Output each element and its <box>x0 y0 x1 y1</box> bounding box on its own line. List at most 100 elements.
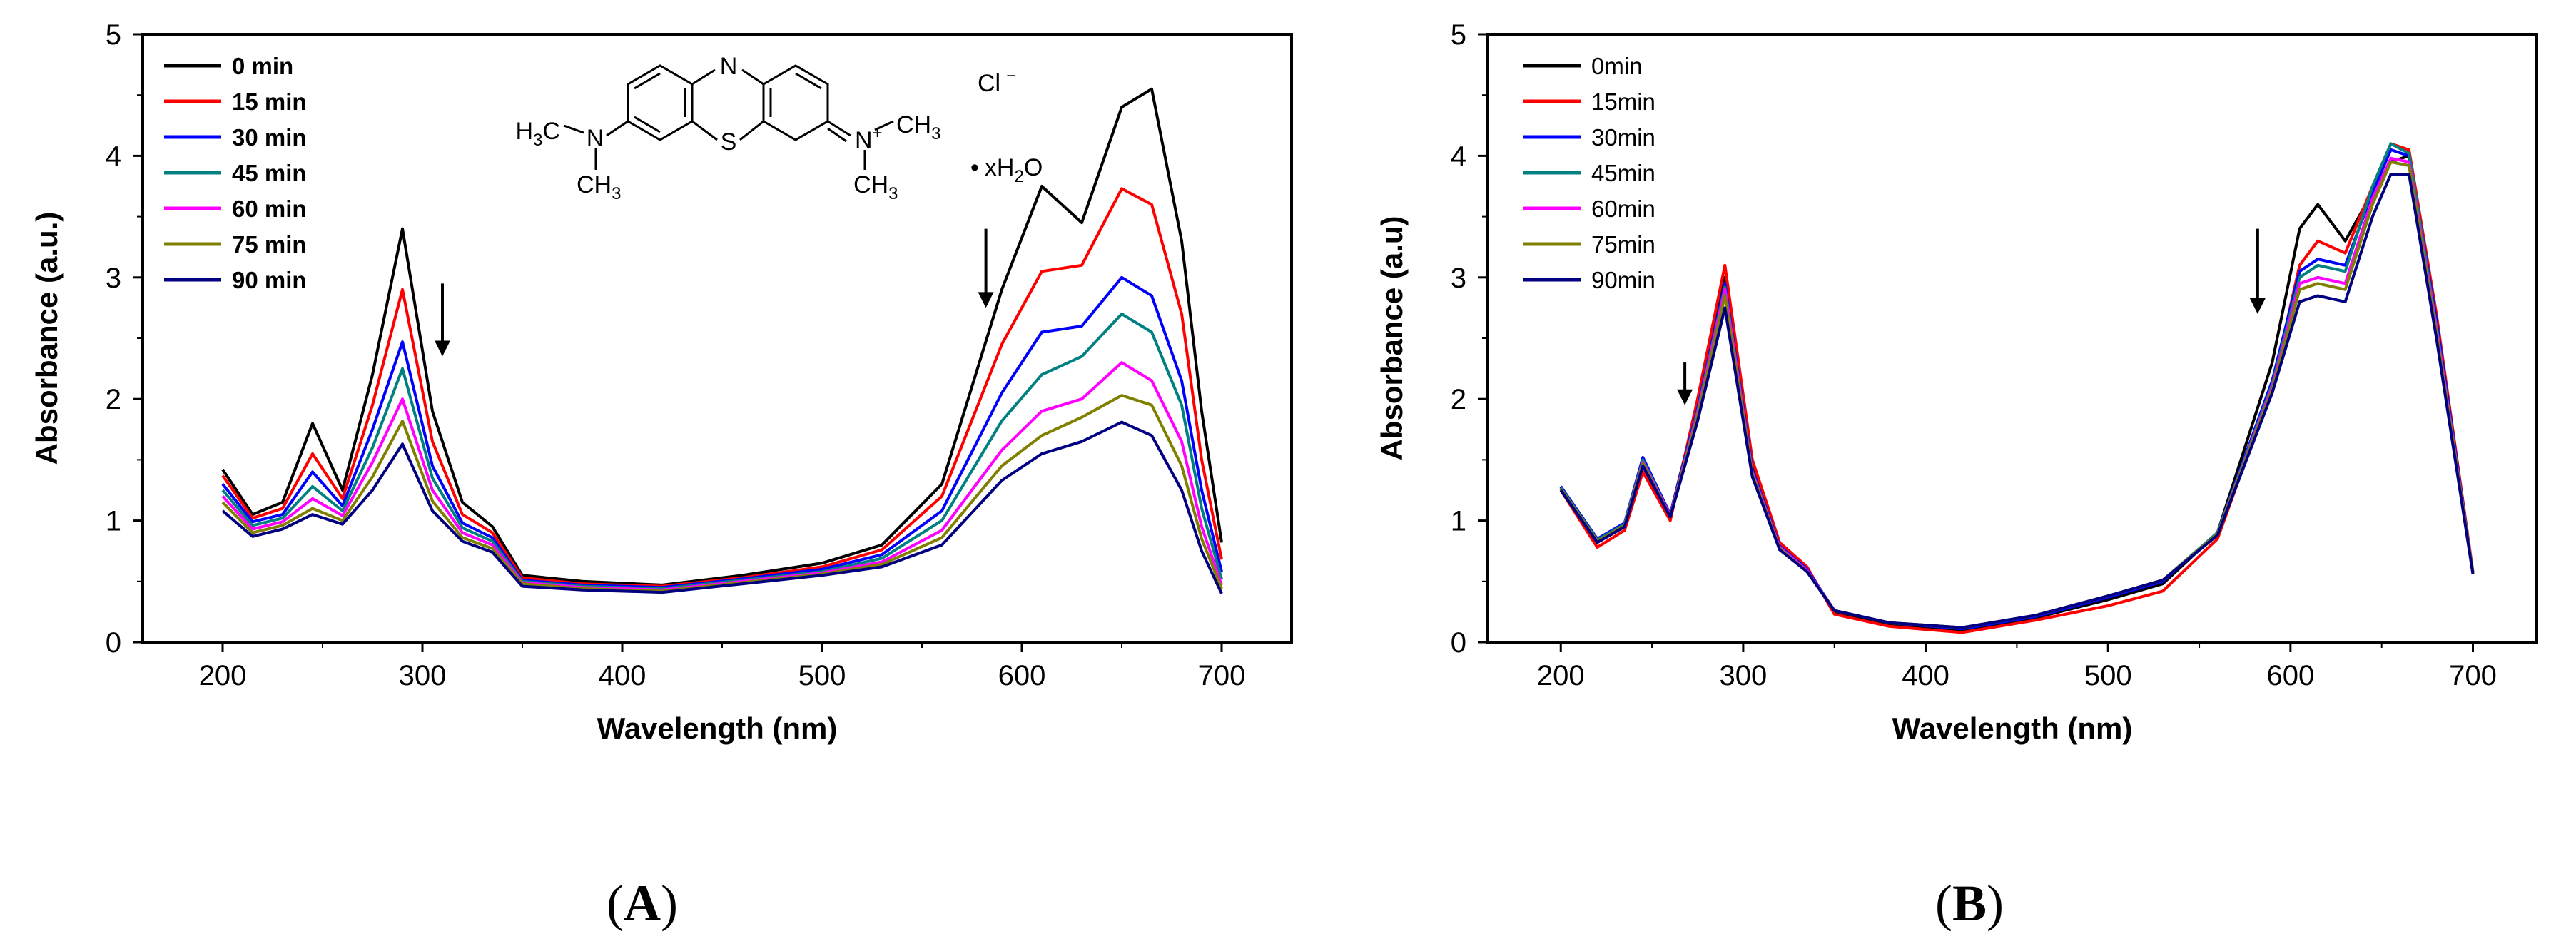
panel-a-y-tick-label: 5 <box>106 19 121 51</box>
panel-b-series-line-3 <box>1559 142 2475 629</box>
panel-b-y-tick-label: 5 <box>1451 19 1466 51</box>
panel-b-y-tick-label: 2 <box>1451 384 1466 415</box>
panel-a-y-tick-label: 4 <box>106 141 121 172</box>
molecule-right-ch-top: CH <box>896 111 931 138</box>
panel-b-legend-label-5: 75min <box>1591 231 1655 258</box>
panel-b-legend-label-0: 0min <box>1591 53 1643 79</box>
panel-a-plot-frame <box>141 33 1293 644</box>
panel-b-legend-label-4: 60min <box>1591 196 1655 222</box>
molecule-ring-n: N <box>720 53 738 80</box>
panel-b-x-tick-label: 600 <box>2266 660 2314 691</box>
molecule-hydrate-dot: • <box>970 154 979 181</box>
panel-a-series-line-6 <box>221 420 1223 594</box>
molecule-right-ch3-top: CH3 <box>896 111 940 143</box>
panel-a-legend-label-6: 90 min <box>232 267 307 293</box>
panel-a-x-tick-label: 200 <box>199 660 247 691</box>
panel-a-x-axis-title: Wavelength (nm) <box>597 711 838 745</box>
panel-b-arrow-head-1 <box>2249 298 2266 314</box>
panel-label-a-open: ( <box>607 875 624 932</box>
panel-b-y-axis-title: Absorbance (a.u) <box>1375 215 1409 460</box>
molecule-hydrate-sub: 2 <box>1014 167 1023 186</box>
methylene-blue-structure <box>563 64 894 170</box>
panel-a-series-line-5 <box>221 394 1223 593</box>
left-methyl-bond <box>563 124 584 134</box>
panel-a-y-tick-label: 1 <box>106 506 121 537</box>
molecule-ring-s: S <box>721 128 737 156</box>
molecule-left-c: C <box>542 118 560 145</box>
panel-b-series-line-6 <box>1559 173 2475 629</box>
molecule-left-ch3: CH3 <box>577 171 621 203</box>
panel-a-legend-label-4: 60 min <box>232 196 307 222</box>
right-iminium-bond <box>827 127 847 143</box>
molecule-cl: Cl <box>978 70 1000 97</box>
central-ring-bond <box>691 68 716 86</box>
panel-a-legend-label-2: 30 min <box>232 124 307 151</box>
panel-a-x-tick-label: 300 <box>399 660 447 691</box>
molecule-right-plus: + <box>873 123 883 143</box>
molecule-right-ch3-bottom: CH3 <box>853 171 898 203</box>
molecule-counterion: Cl − <box>978 66 1016 97</box>
central-ring-bond <box>741 68 764 86</box>
molecule-right-ch-bot-sub: 3 <box>888 184 898 203</box>
panel-a-y-tick-label: 2 <box>106 384 121 415</box>
panel-label-b-letter: B <box>1952 875 1987 932</box>
panel-b-x-tick-label: 400 <box>1902 660 1949 691</box>
panel-a-y-tick-label: 0 <box>106 627 121 659</box>
panel-b-y-tick-label: 1 <box>1451 506 1466 537</box>
right-methyl-bond <box>874 120 894 131</box>
panel-b-series-line-1 <box>1559 142 2475 634</box>
panel-b-y-tick-label: 3 <box>1451 263 1466 294</box>
panel-label-b-open: ( <box>1935 875 1952 932</box>
panel-a-x-tick-label: 600 <box>998 660 1046 691</box>
panel-a-legend-label-0: 0 min <box>232 53 293 79</box>
panel-label-a: (A) <box>607 875 678 932</box>
left-amine-bond <box>606 120 629 137</box>
panel-a-x-tick-label: 500 <box>798 660 846 691</box>
central-ring-bond <box>739 120 764 141</box>
molecule-bottom-sub: 3 <box>612 184 621 203</box>
panel-a-legend-label-3: 45 min <box>232 160 307 186</box>
panel-b-x-tick-label: 300 <box>1720 660 1768 691</box>
panel-label-a-letter: A <box>624 875 661 932</box>
central-ring-bond <box>691 120 718 141</box>
right-ring-double-bond <box>795 72 822 90</box>
molecule-left-h-sub: 3 <box>533 131 542 150</box>
molecule-left-h: H <box>516 118 534 145</box>
panel-label-b: (B) <box>1935 875 2004 932</box>
panel-a-series-line-1 <box>221 187 1223 588</box>
molecule-hydrate: • xH2O <box>970 154 1043 186</box>
panel-a-series-line-0 <box>221 87 1223 587</box>
right-iminium-bond <box>827 120 851 137</box>
right-ring <box>762 64 829 141</box>
molecule-hydrate-o: O <box>1024 154 1043 181</box>
molecule-bottom-ch: CH <box>577 171 612 198</box>
molecule-left-n: N <box>587 125 604 152</box>
left-ring-double-bond <box>634 116 661 133</box>
panel-b-x-tick-label: 500 <box>2084 660 2132 691</box>
panel-b-x-tick-label: 700 <box>2449 660 2497 691</box>
left-ring <box>627 64 694 141</box>
molecule-right-ch-top-sub: 3 <box>931 124 940 143</box>
panel-b-series-line-2 <box>1559 148 2475 631</box>
panel-a-y-tick-label: 3 <box>106 263 121 294</box>
panel-b-legend-label-1: 15min <box>1591 88 1655 115</box>
molecule-hydrate-x: xH <box>985 154 1015 181</box>
molecule-labels: N S H3C N CH3 N+ CH3 CH3 Cl − • xH2O <box>516 53 1043 203</box>
panel-label-a-close: ) <box>661 875 678 932</box>
panel-b-arrow-head-0 <box>1677 389 1693 405</box>
panel-a-y-axis-title: Absorbance (a.u.) <box>30 212 64 465</box>
panel-b-legend-label-6: 90min <box>1591 267 1655 293</box>
panel-b-y-tick-label: 4 <box>1451 141 1466 172</box>
panel-a-arrow-head-1 <box>978 292 994 308</box>
molecule-right-n-letter: N <box>855 127 873 154</box>
chart-panel-a: 200 300 400 500 600 700 0 1 2 3 4 5 Wavelength (nm) A… <box>30 19 1293 745</box>
panel-a-series-line-3 <box>221 312 1223 590</box>
panel-b-x-axis-title: Wavelength (nm) <box>1892 711 2133 745</box>
panel-a-x-tick-label: 400 <box>599 660 646 691</box>
left-ring-double-bond <box>634 72 661 90</box>
panel-b-y-tick-label: 0 <box>1451 627 1466 659</box>
panel-a-legend-label-1: 15 min <box>232 88 307 115</box>
panel-b-legend-label-2: 30min <box>1591 124 1655 151</box>
molecule-right-ch-bot: CH <box>853 171 888 198</box>
molecule-left-nme2: H3C <box>516 118 560 150</box>
